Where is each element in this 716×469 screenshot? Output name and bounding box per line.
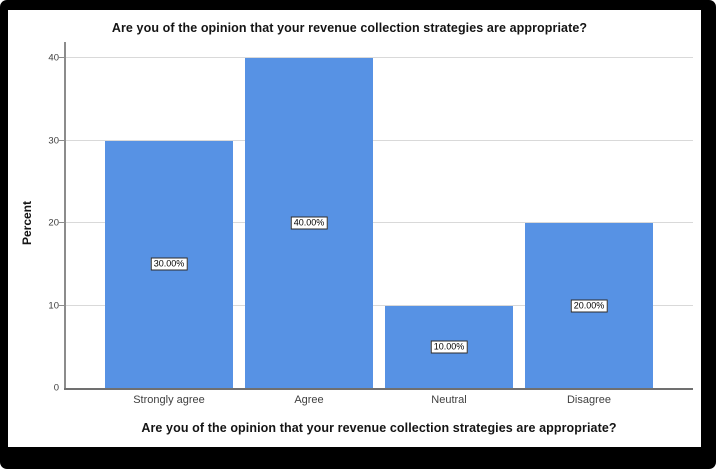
chart-title: Are you of the opinion that your revenue… [111,21,588,35]
x-axis-line [64,388,693,390]
y-tick-label-10: 10 [48,300,59,311]
gridline-30 [65,139,693,141]
y-tickmark-30 [59,139,65,141]
bar-agree: 40.00% [244,58,374,388]
bar-slot-agree: 40.00% [239,58,379,388]
gridline-10 [65,304,693,306]
bar-strongly-agree: 30.00% [104,140,234,388]
gridline-40 [65,57,693,58]
x-axis-title: Are you of the opinion that your revenue… [141,421,617,435]
y-axis-line [64,42,66,388]
y-tickmark-20 [59,222,65,223]
x-category-label-agree: Agree [294,394,324,406]
bar-neutral: 10.00% [384,305,514,388]
y-tick-label-20: 20 [48,217,59,229]
y-axis-ticks: 0 10 20 30 40 [8,53,59,394]
x-category-label-disagree: Disagree [566,394,612,406]
bar-disagree: 20.00% [524,223,654,388]
x-category-label-neutral: Neutral [431,394,467,406]
bar-value-label: 20.00% [570,299,608,312]
y-tick-label-40: 40 [48,52,59,64]
bar-slot-neutral: 10.00% [379,58,519,388]
y-tick-label-0: 0 [53,382,59,394]
y-tickmark-10 [59,304,65,306]
y-tickmark-40 [59,57,65,58]
bar-slot-strongly-agree: 30.00% [99,58,239,388]
plot-area: 30.00% 40.00% 10.00% 20.00% [59,42,693,390]
gridline-20 [65,222,693,223]
chart-panel: Are you of the opinion that your revenue… [8,10,701,447]
x-axis-category-labels: Strongly agree Agree Neutral Disagree [99,394,659,406]
bar-value-label: 30.00% [150,257,188,271]
bar-value-label: 10.00% [430,340,468,354]
bar-value-label: 40.00% [290,216,328,230]
bars-container: 30.00% 40.00% 10.00% 20.00% [99,58,659,388]
x-category-label-strongly-agree: Strongly agree [133,394,205,406]
bar-slot-disagree: 20.00% [519,58,659,388]
y-tick-label-30: 30 [48,135,59,146]
